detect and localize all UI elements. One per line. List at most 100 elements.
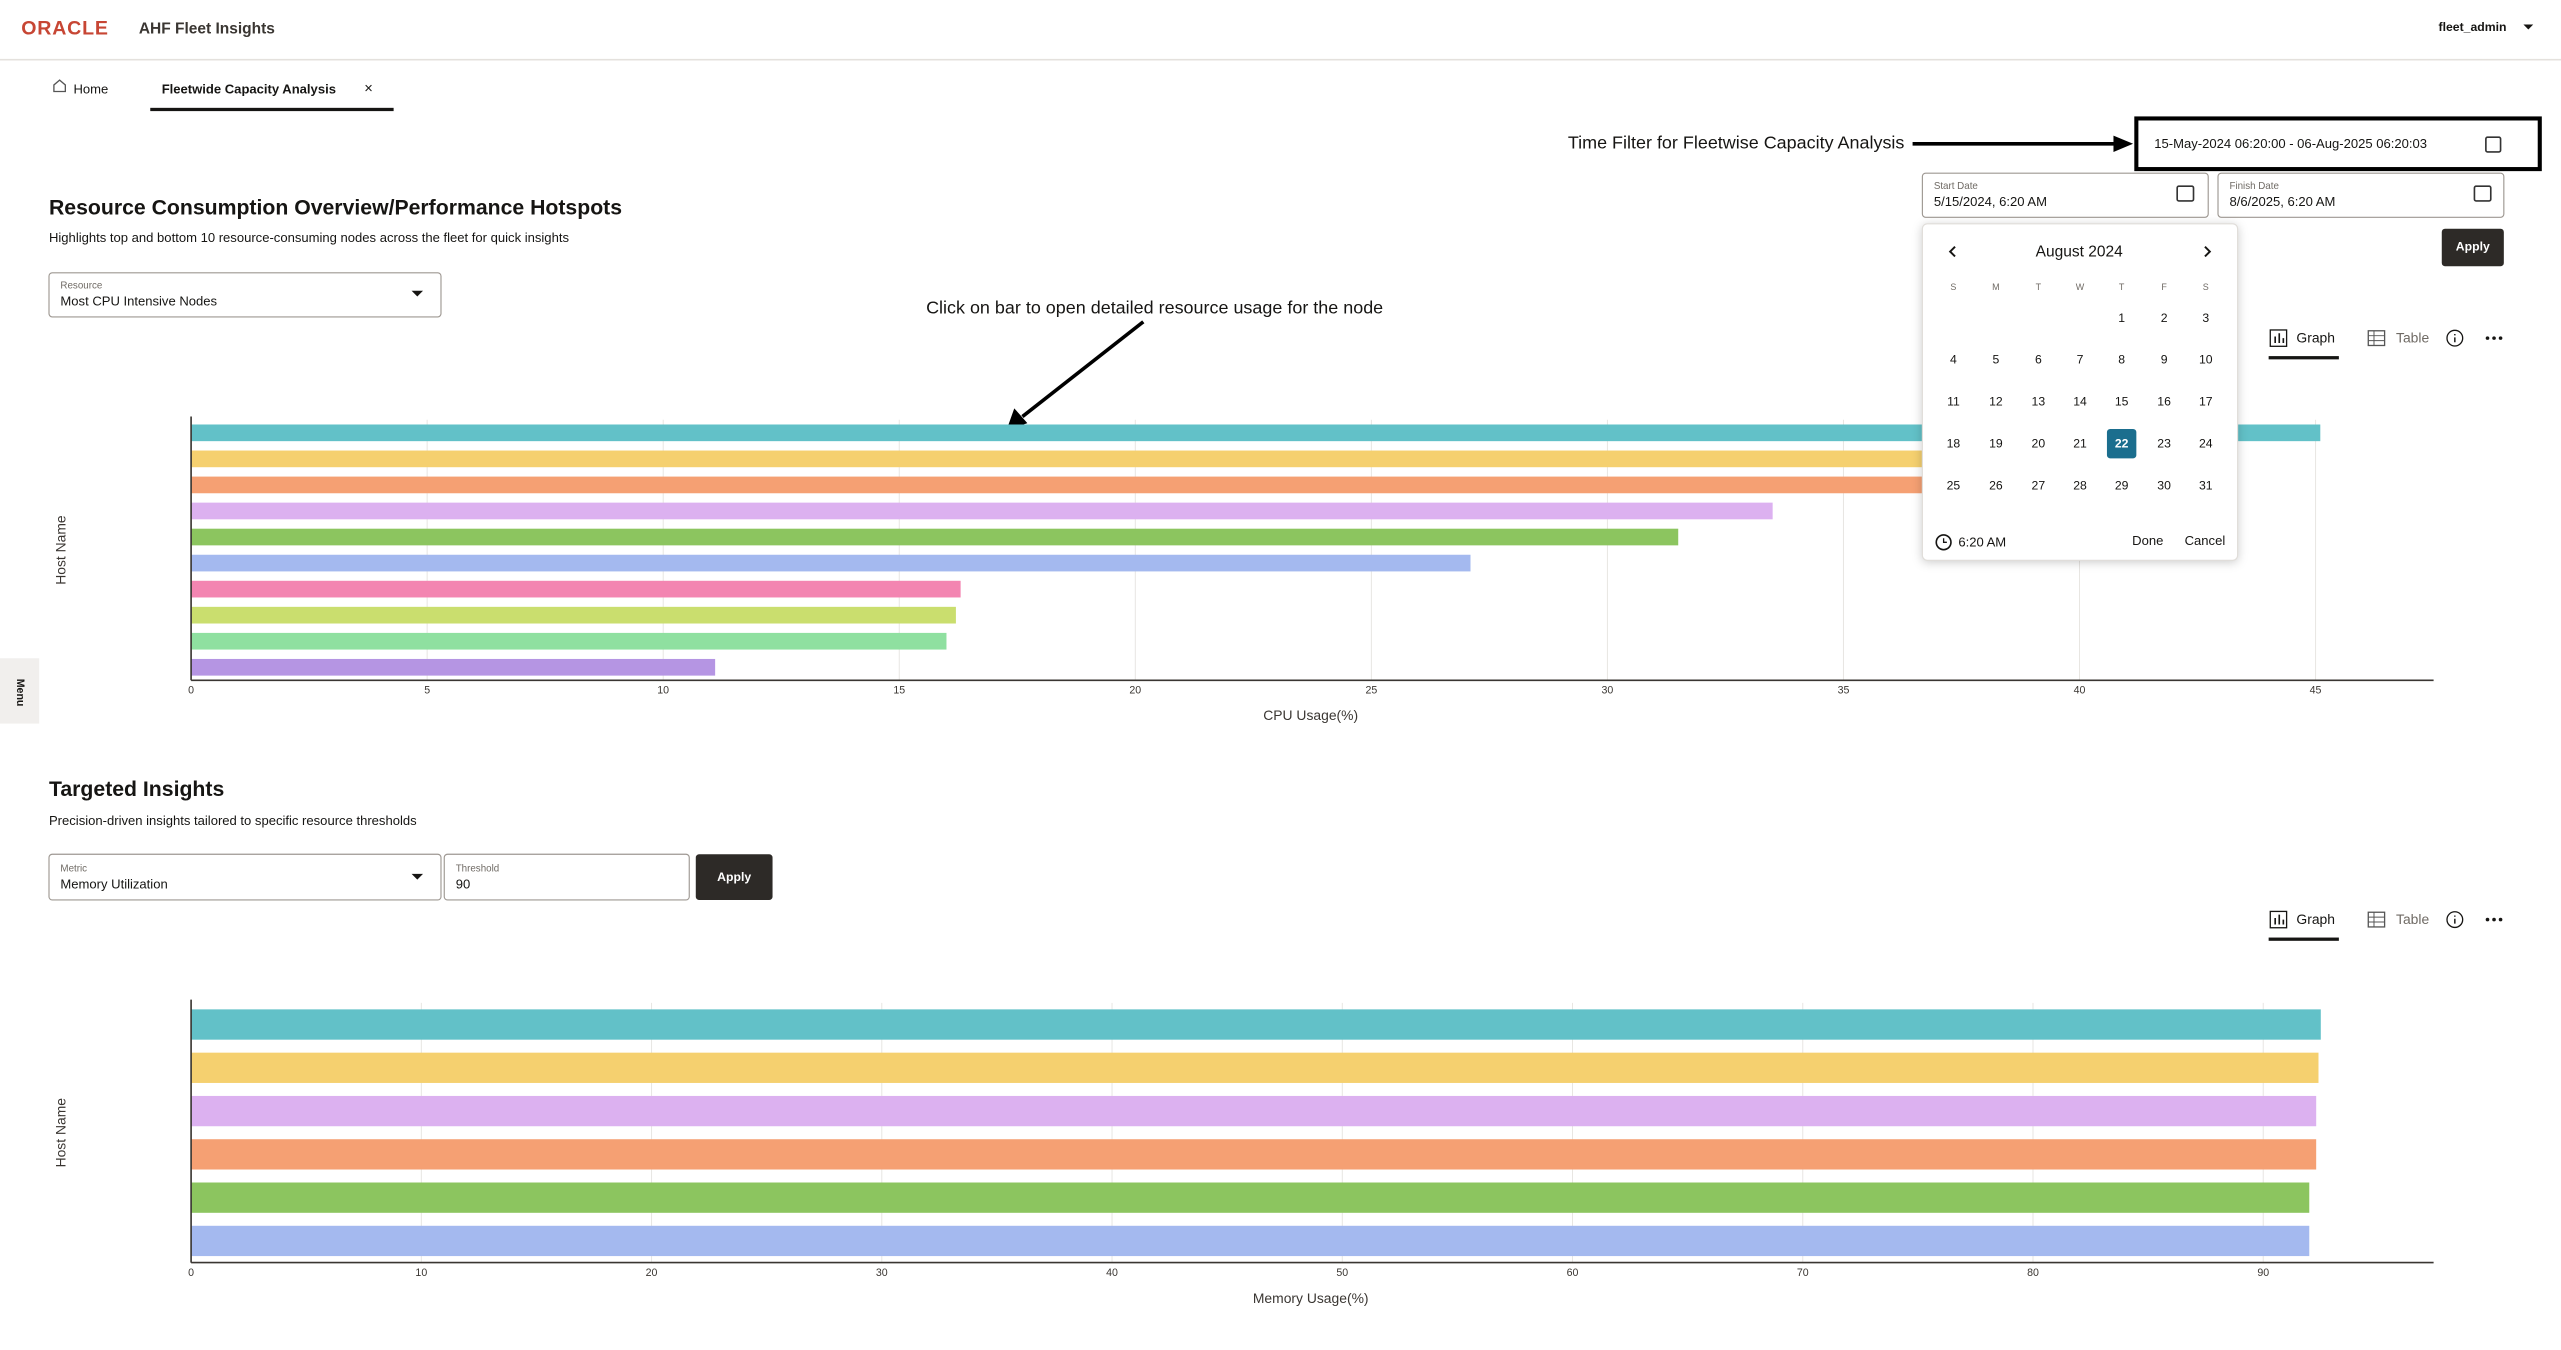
day[interactable]: 7 <box>2077 353 2084 367</box>
bar[interactable] <box>191 450 2080 468</box>
more-dot[interactable] <box>2492 336 2496 340</box>
bar[interactable] <box>191 1182 2310 1213</box>
day[interactable]: 30 <box>2157 479 2171 493</box>
calendar-icon[interactable] <box>2176 185 2195 202</box>
graph-button[interactable]: Graph <box>2296 330 2335 346</box>
more-dot[interactable] <box>2485 336 2490 340</box>
table-button[interactable]: Table <box>2396 330 2429 346</box>
field-value[interactable]: Most CPU Intensive Nodes <box>60 294 217 309</box>
bar[interactable] <box>191 1139 2317 1170</box>
field-value[interactable]: Memory Utilization <box>60 877 167 892</box>
user-menu[interactable]: fleet_admin <box>2439 20 2507 34</box>
weekday: M <box>1992 282 1999 292</box>
bar[interactable] <box>191 554 1471 572</box>
day[interactable]: 31 <box>2199 479 2213 493</box>
bar[interactable] <box>191 502 1773 520</box>
apply-button[interactable] <box>2441 228 2504 267</box>
menu-label[interactable]: Menu <box>14 679 26 707</box>
bar[interactable] <box>191 528 1679 546</box>
day[interactable]: 18 <box>1947 437 1961 451</box>
day[interactable]: 5 <box>1992 353 1999 367</box>
more-dot[interactable] <box>2498 336 2503 340</box>
more-dot[interactable] <box>2492 917 2496 922</box>
bar[interactable] <box>191 1052 2319 1083</box>
time-range[interactable]: 15-May-2024 06:20:00 - 06-Aug-2025 06:20… <box>2154 136 2427 151</box>
select[interactable] <box>48 272 442 318</box>
tab-active[interactable]: Fleetwide Capacity Analysis <box>162 81 336 96</box>
day[interactable]: 12 <box>1989 395 2003 409</box>
input[interactable] <box>443 853 690 901</box>
bar[interactable] <box>191 424 2321 442</box>
day[interactable]: 26 <box>1989 479 2003 493</box>
bar[interactable] <box>191 606 956 624</box>
info-icon[interactable] <box>2446 911 2464 929</box>
field-value[interactable]: 8/6/2025, 6:20 AM <box>2229 194 2335 209</box>
day[interactable]: 22 <box>2115 437 2129 451</box>
day[interactable]: 10 <box>2199 353 2213 367</box>
user-caret[interactable] <box>2523 24 2534 30</box>
bar[interactable] <box>191 580 961 598</box>
finish-date-field[interactable] <box>2217 172 2505 218</box>
day[interactable]: 25 <box>1947 479 1961 493</box>
clock-icon[interactable] <box>1935 534 1952 551</box>
day[interactable]: 14 <box>2073 395 2087 409</box>
tab-close[interactable]: × <box>364 81 373 97</box>
done-button[interactable]: Done <box>2132 533 2163 548</box>
day[interactable]: 20 <box>2032 437 2046 451</box>
day[interactable]: 24 <box>2199 437 2213 451</box>
day[interactable]: 23 <box>2157 437 2171 451</box>
apply-button[interactable] <box>695 854 773 900</box>
day[interactable]: 27 <box>2032 479 2046 493</box>
day[interactable]: 17 <box>2199 395 2213 409</box>
day[interactable]: 8 <box>2118 353 2125 367</box>
select[interactable] <box>48 853 442 901</box>
more-dot[interactable] <box>2498 917 2503 922</box>
menu-tab[interactable] <box>0 658 40 724</box>
info-icon[interactable] <box>2446 329 2464 347</box>
table-button[interactable]: Table <box>2396 911 2429 927</box>
prev-month[interactable] <box>1948 245 1956 258</box>
time-filter[interactable] <box>2134 116 2542 172</box>
more-dot[interactable] <box>2485 917 2490 922</box>
home-icon[interactable] <box>53 79 66 93</box>
day[interactable]: 28 <box>2073 479 2087 493</box>
day[interactable]: 29 <box>2115 479 2129 493</box>
tab[interactable]: Home <box>73 81 108 96</box>
bar[interactable] <box>191 1225 2310 1257</box>
calendar-icon[interactable] <box>2473 185 2492 202</box>
day[interactable]: 15 <box>2115 395 2129 409</box>
select-caret[interactable] <box>411 290 424 297</box>
day[interactable]: 11 <box>1947 395 1960 409</box>
day[interactable]: 1 <box>2118 311 2125 325</box>
day[interactable]: 3 <box>2202 311 2209 325</box>
day[interactable]: 19 <box>1989 437 2003 451</box>
graph-icon[interactable] <box>2269 910 2288 929</box>
start-date-field[interactable] <box>1921 172 2209 218</box>
calendar-icon[interactable] <box>2485 136 2502 153</box>
table-icon[interactable] <box>2367 911 2386 928</box>
day[interactable]: 9 <box>2161 353 2168 367</box>
day[interactable]: 2 <box>2161 311 2168 325</box>
day[interactable]: 13 <box>2032 395 2046 409</box>
day[interactable]: 4 <box>1950 353 1957 367</box>
apply-label[interactable]: Apply <box>2456 240 2490 254</box>
graph-button[interactable]: Graph <box>2296 911 2335 927</box>
day[interactable]: 16 <box>2157 395 2171 409</box>
day[interactable]: 21 <box>2073 437 2087 451</box>
selected-day[interactable] <box>2106 428 2137 459</box>
bar[interactable] <box>191 658 716 676</box>
time-value[interactable]: 6:20 AM <box>1958 535 2006 550</box>
day[interactable]: 6 <box>2035 353 2042 367</box>
field-value[interactable]: 5/15/2024, 6:20 AM <box>1934 194 2047 209</box>
apply-label[interactable]: Apply <box>717 870 751 884</box>
select-caret[interactable] <box>411 873 424 880</box>
bar[interactable] <box>191 1009 2321 1040</box>
table-icon[interactable] <box>2367 330 2386 347</box>
bar[interactable] <box>191 476 2009 494</box>
graph-icon[interactable] <box>2269 329 2288 347</box>
field-value[interactable]: 90 <box>456 877 471 892</box>
bar[interactable] <box>191 632 947 650</box>
bar[interactable] <box>191 1095 2317 1127</box>
next-month[interactable] <box>2204 245 2212 258</box>
cancel-button[interactable]: Cancel <box>2185 533 2226 548</box>
